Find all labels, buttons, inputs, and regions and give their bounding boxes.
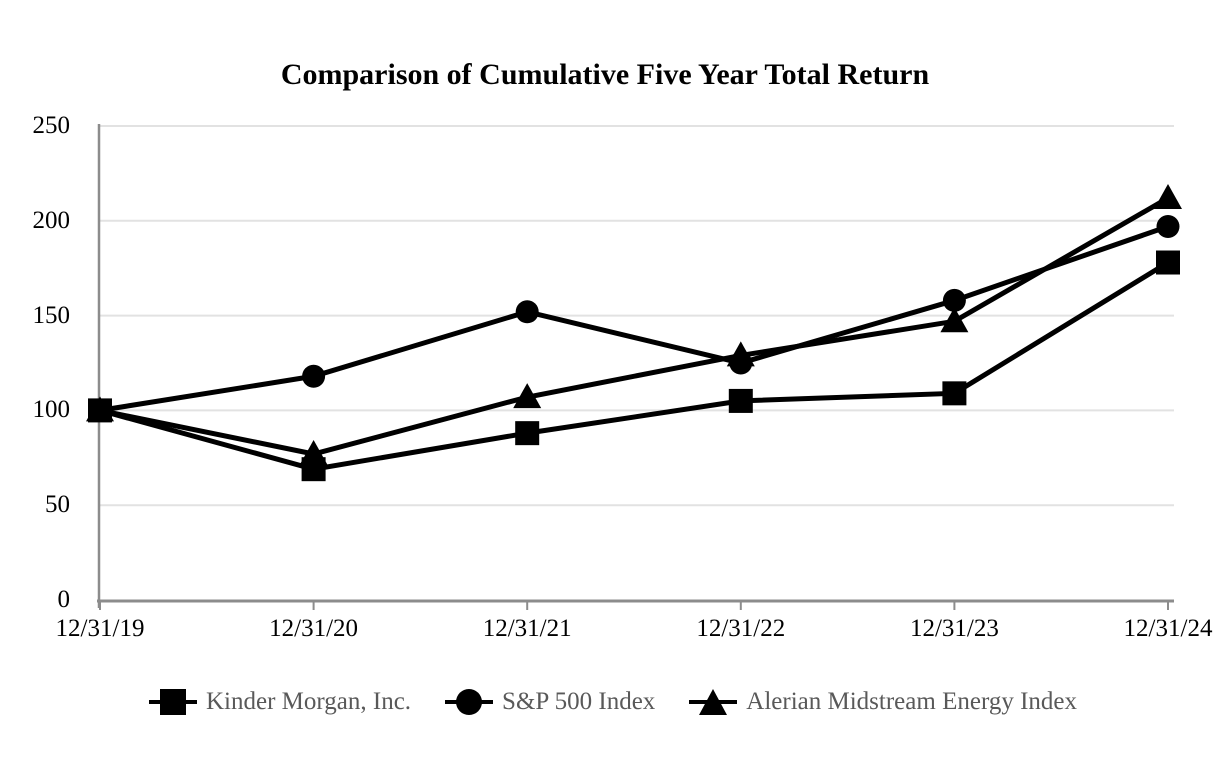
y-axis-tick-label: 50 (45, 491, 70, 519)
y-axis-tick-label: 200 (32, 206, 71, 234)
legend-item-kinder-morgan: Kinder Morgan, Inc. (149, 688, 411, 716)
x-axis-tick-label: 12/31/23 (909, 615, 999, 642)
y-axis-tick-label: 150 (32, 301, 71, 329)
legend-label: S&P 500 Index (502, 688, 656, 715)
x-axis-tick-label: 12/31/21 (482, 615, 572, 642)
legend-item-sp500: S&P 500 Index (445, 688, 655, 716)
x-axis-tick-label: 12/31/24 (1123, 615, 1213, 642)
legend-triangle-marker-icon (689, 689, 738, 715)
legend-label: Kinder Morgan, Inc. (206, 688, 412, 715)
chart-title: Comparison of Cumulative Five Year Total… (280, 58, 930, 91)
x-axis-tick-label: 12/31/19 (55, 615, 145, 642)
legend-label: Alerian Midstream Energy Index (746, 688, 1077, 715)
legend-item-alerian: Alerian Midstream Energy Index (689, 688, 1077, 716)
chart-legend: Kinder Morgan, Inc. S&P 500 Index Aleria… (0, 688, 1226, 716)
y-axis-tick-label: 100 (32, 396, 71, 424)
legend-circle-marker-icon (445, 689, 494, 715)
y-axis-tick-label: 250 (32, 112, 71, 139)
legend-square-marker-icon (149, 689, 197, 715)
y-axis-tick-label: 0 (57, 586, 71, 613)
x-axis-tick-label: 12/31/22 (696, 615, 786, 642)
x-axis-tick-label: 12/31/20 (269, 615, 359, 642)
